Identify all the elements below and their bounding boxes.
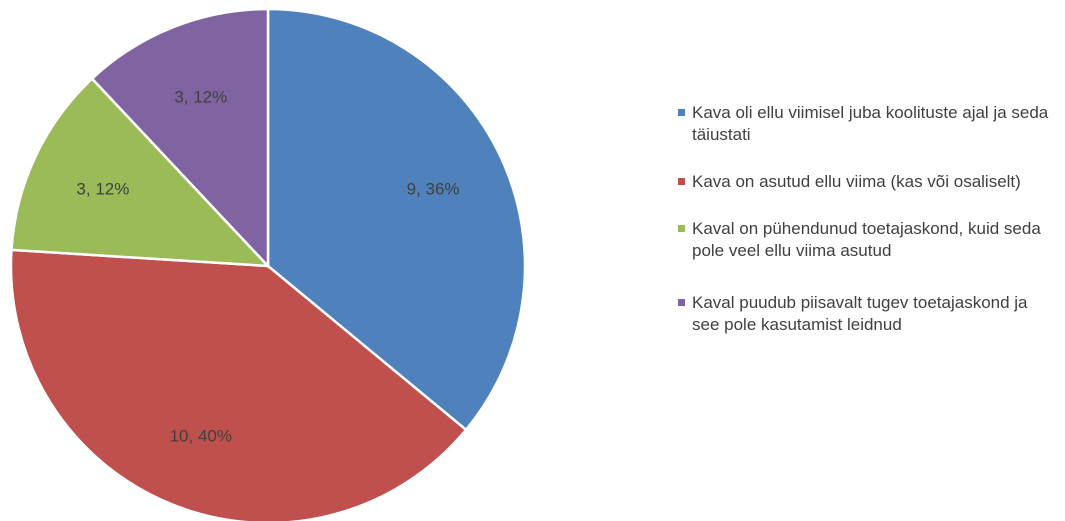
legend-swatch-1: [678, 178, 685, 185]
pie-slice-1: [9, 248, 468, 521]
legend-swatch-0: [678, 109, 685, 116]
pie-slice-2: [10, 76, 272, 268]
legend: Kava oli ellu viimisel juba koolituste a…: [678, 102, 1058, 361]
data-label-2: 3, 12%: [76, 179, 129, 198]
legend-item-1: Kava on asutud ellu viima (kas või osali…: [678, 171, 1058, 193]
legend-swatch-3: [678, 299, 685, 306]
legend-label-3: Kaval puudub piisavalt tugev toetajaskon…: [692, 293, 1028, 334]
legend-label-1: Kava on asutud ellu viima (kas või osali…: [692, 172, 1021, 191]
legend-label-0: Kava oli ellu viimisel juba koolituste a…: [692, 103, 1049, 144]
data-label-0: 9, 36%: [407, 179, 460, 198]
legend-item-0: Kava oli ellu viimisel juba koolituste a…: [678, 102, 1058, 146]
legend-item-3: Kaval puudub piisavalt tugev toetajaskon…: [678, 292, 1058, 336]
pie-slice-3: [90, 7, 270, 270]
legend-swatch-2: [678, 225, 685, 232]
data-label-1: 10, 40%: [170, 427, 232, 446]
legend-label-2: Kaval on pühendunud toetajaskond, kuid s…: [692, 219, 1041, 260]
data-label-3: 3, 12%: [174, 87, 227, 106]
pie-slice-0: [266, 7, 527, 432]
legend-item-2: Kaval on pühendunud toetajaskond, kuid s…: [678, 218, 1058, 262]
